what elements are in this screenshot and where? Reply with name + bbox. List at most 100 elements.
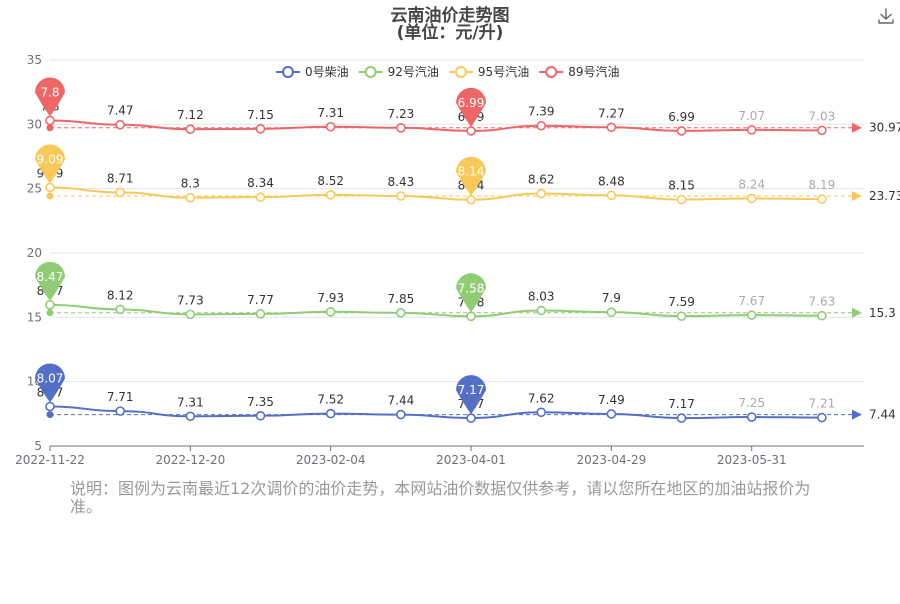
x-tick-label: 2022-11-22 bbox=[15, 453, 85, 467]
data-label: 6.99 bbox=[668, 110, 695, 124]
y-tick-label: 25 bbox=[27, 182, 42, 196]
pin-shape bbox=[456, 375, 487, 415]
average-line-start bbox=[46, 124, 54, 132]
data-label: 7.15 bbox=[247, 108, 274, 122]
data-point bbox=[185, 309, 196, 320]
data-point bbox=[746, 310, 757, 320]
data-label: 8.15 bbox=[668, 179, 695, 193]
data-label: 7.27 bbox=[598, 106, 625, 120]
average-label: 30.97 bbox=[869, 121, 900, 135]
data-label: 8.71 bbox=[107, 171, 134, 185]
average-line-start bbox=[46, 411, 54, 419]
download-icon[interactable] bbox=[876, 6, 896, 26]
data-point bbox=[746, 193, 757, 204]
legend-label: 0号柴油 bbox=[305, 65, 349, 79]
average-line-start bbox=[46, 192, 54, 200]
data-label: 8.3 bbox=[181, 177, 200, 191]
data-point bbox=[115, 304, 125, 315]
data-point bbox=[255, 124, 266, 134]
legend-label: 95号汽油 bbox=[478, 64, 529, 79]
data-label: 7.31 bbox=[317, 106, 344, 120]
data-label: 7.67 bbox=[738, 294, 765, 308]
data-label: 8.19 bbox=[809, 178, 836, 192]
pin-shape bbox=[35, 77, 65, 117]
data-point bbox=[325, 121, 336, 132]
legend-marker bbox=[282, 66, 294, 78]
data-label: 7.17 bbox=[668, 397, 695, 411]
legend-item-1[interactable]: 92号汽油 bbox=[358, 64, 439, 79]
data-point bbox=[45, 182, 55, 193]
data-point bbox=[536, 188, 547, 199]
data-point bbox=[396, 191, 406, 201]
average-label: 15.3 bbox=[869, 306, 896, 320]
data-label: 7.03 bbox=[809, 109, 836, 123]
pin-shape bbox=[456, 87, 487, 127]
chart-title: 云南油价走势图 bbox=[391, 5, 510, 26]
data-point bbox=[45, 401, 55, 412]
data-label: 7.31 bbox=[177, 395, 204, 409]
series-3: 30.97 7.8 7.47 7.12 7.15 7.31 7.23 6.99 7.39 7.27… bbox=[35, 77, 900, 136]
data-point bbox=[536, 305, 547, 316]
data-point bbox=[185, 192, 196, 203]
data-label: 7.07 bbox=[738, 109, 765, 123]
data-point bbox=[185, 124, 196, 135]
data-point bbox=[817, 194, 827, 204]
data-point bbox=[255, 410, 266, 421]
pin-label: 7.8 bbox=[40, 85, 59, 99]
legend-item-2[interactable]: 95号汽油 bbox=[448, 64, 529, 79]
legend-label: 92号汽油 bbox=[388, 64, 439, 79]
legend-item-0[interactable]: 0号柴油 bbox=[276, 65, 349, 79]
legend[interactable]: 0号柴油 92号汽油 95号汽油 89号汽油 bbox=[276, 64, 619, 79]
average-line-start bbox=[46, 309, 54, 317]
min-marker: 8.14 bbox=[456, 156, 487, 196]
data-point bbox=[325, 190, 336, 200]
legend-marker bbox=[454, 66, 467, 78]
data-point bbox=[466, 126, 476, 136]
data-point bbox=[817, 412, 827, 423]
data-label: 7.9 bbox=[602, 291, 621, 305]
pin-shape bbox=[35, 144, 65, 184]
x-tick-label: 2022-12-20 bbox=[155, 453, 225, 467]
data-point bbox=[115, 187, 125, 198]
pin-label: 9.09 bbox=[37, 153, 64, 167]
data-label: 7.21 bbox=[809, 397, 836, 411]
x-tick-label: 2023-02-04 bbox=[296, 453, 366, 467]
data-label: 7.49 bbox=[598, 393, 625, 407]
data-point bbox=[606, 307, 617, 317]
series-layer: 7.44 8.07 7.71 7.31 7.35 7.52 7.44 7.17 7.62 7.49… bbox=[35, 77, 900, 423]
y-tick-label: 35 bbox=[27, 53, 42, 67]
data-point bbox=[255, 309, 266, 319]
data-point bbox=[396, 123, 406, 133]
y-tick-label: 5 bbox=[34, 439, 42, 453]
data-label: 7.52 bbox=[317, 393, 344, 407]
data-point bbox=[325, 408, 336, 419]
data-label: 7.85 bbox=[388, 292, 415, 306]
max-marker: 8.07 bbox=[35, 363, 65, 403]
data-point bbox=[746, 412, 757, 422]
data-point bbox=[676, 413, 687, 423]
data-point bbox=[817, 125, 827, 136]
average-label: 7.44 bbox=[869, 408, 896, 422]
average-line-arrow bbox=[852, 190, 862, 201]
pin-shape bbox=[456, 273, 487, 313]
average-label: 23.73 bbox=[869, 189, 900, 203]
pin-label: 8.07 bbox=[37, 371, 64, 385]
data-label: 8.34 bbox=[247, 176, 274, 190]
y-tick-label: 15 bbox=[27, 310, 42, 324]
data-label: 7.35 bbox=[247, 395, 274, 409]
data-label: 7.47 bbox=[107, 104, 134, 118]
data-point bbox=[255, 192, 266, 202]
legend-item-3[interactable]: 89号汽油 bbox=[539, 64, 619, 79]
data-point bbox=[746, 125, 757, 135]
y-tick-label: 20 bbox=[27, 246, 42, 260]
data-label: 7.59 bbox=[668, 295, 695, 309]
data-label: 7.12 bbox=[177, 108, 204, 122]
average-line-arrow bbox=[852, 122, 862, 133]
pin-label: 8.47 bbox=[37, 270, 64, 284]
data-point bbox=[325, 307, 336, 317]
max-marker: 7.8 bbox=[35, 77, 65, 117]
series-line bbox=[49, 119, 822, 132]
legend-marker bbox=[545, 66, 558, 78]
